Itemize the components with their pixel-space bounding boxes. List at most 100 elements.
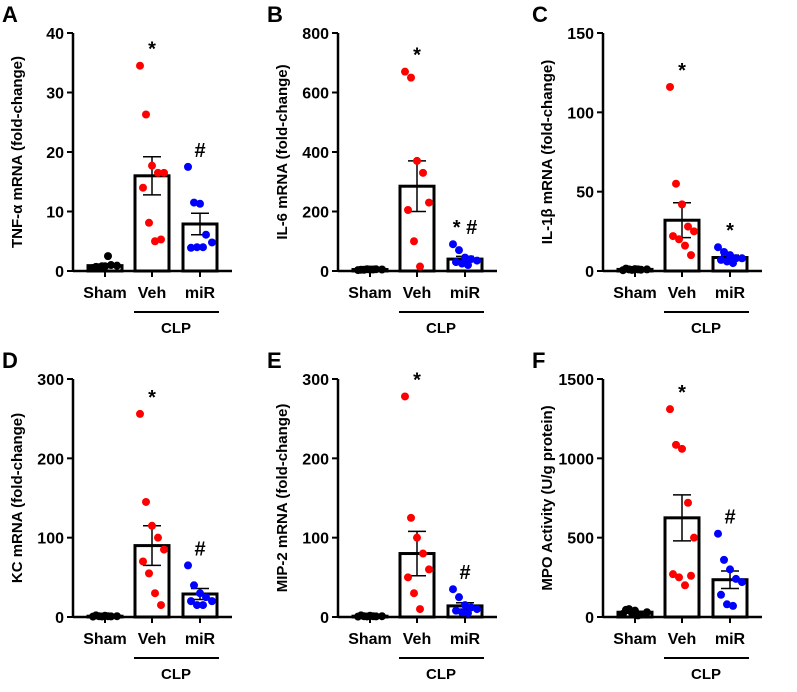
x-tick-label: miR [450,631,481,648]
x-tick-label: Sham [83,631,127,648]
data-point [148,521,156,530]
significance-mark: * # [453,217,477,239]
data-point [675,235,683,244]
data-point [407,513,415,522]
data-point [622,605,630,614]
x-tick-label: miR [185,631,216,648]
significance-mark: * [413,45,421,67]
data-point [378,265,386,274]
data-point [672,440,680,449]
data-point [419,168,427,177]
x-tick-label: miR [450,285,481,302]
data-point [363,612,371,621]
x-tick-label: Veh [138,285,166,302]
data-point [419,549,427,558]
data-point [690,533,698,542]
y-tick-label: 100 [567,105,594,122]
y-axis-label: TNF-α mRNA (fold-change) [9,56,26,248]
data-point [410,589,418,598]
data-point [145,569,153,578]
y-tick-label: 30 [46,86,64,103]
data-point [160,545,168,554]
data-point [416,262,424,271]
panel-letter: A [2,2,18,27]
y-tick-label: 0 [585,610,594,627]
y-tick-label: 40 [46,26,64,43]
y-tick-label: 800 [302,26,329,43]
data-point [113,261,121,270]
data-point [151,589,159,598]
data-point [729,259,737,268]
data-point [136,409,144,418]
data-point [723,600,731,609]
y-tick-label: 20 [46,145,64,162]
data-point [193,601,201,610]
data-point [732,574,740,583]
x-tick-label: Sham [613,631,657,648]
data-point [669,232,677,241]
data-point [404,573,412,582]
data-point [202,230,210,239]
data-point [363,265,371,274]
data-point [157,235,165,244]
data-point [720,247,728,256]
data-point [407,73,415,82]
data-point [190,198,198,207]
data-point [723,257,731,266]
x-tick-label: miR [185,285,216,302]
data-point [410,237,418,246]
data-point [145,218,153,227]
data-point [142,110,150,119]
y-tick-label: 1000 [558,451,594,468]
panel-C: C IL-1β mRNA (fold-change) 0 50 100 150 Sham Ve… [532,2,762,337]
data-point [142,497,150,506]
data-point [199,601,207,610]
group-label: CLP [691,666,721,683]
group-label: CLP [426,666,456,683]
x-tick-label: Veh [138,631,166,648]
panel-D: D KC mRNA (fold-change) 0 100 200 300 Sham Veh *… [2,348,232,683]
x-tick-label: Veh [668,631,696,648]
y-tick-label: 1500 [558,372,594,389]
data-point [208,597,216,606]
data-point [473,605,481,614]
significance-mark: # [194,538,205,560]
data-point [154,533,162,542]
data-point [104,612,112,621]
panel-E: E MIP-2 mRNA (fold-change) 0 100 200 300 Sham V… [267,348,497,683]
y-tick-label: 600 [302,86,329,103]
group-label: CLP [161,320,191,337]
data-point [425,198,433,207]
significance-mark: # [194,140,205,162]
data-point [416,605,424,614]
panel-B: B IL-6 mRNA (fold-change) 0 200 400 600 800 Sha… [267,2,497,337]
data-point [455,246,463,255]
panel-letter: E [267,348,282,373]
data-point [678,200,686,209]
panel-letter: C [532,2,548,27]
y-tick-label: 10 [46,205,64,222]
significance-mark: * [413,369,421,391]
data-point [401,392,409,401]
significance-mark: * [148,39,156,61]
data-point [136,61,144,70]
data-point [634,265,642,274]
y-tick-label: 0 [320,264,329,281]
data-point [160,168,168,177]
significance-mark: # [459,562,470,584]
x-tick-label: Veh [403,631,431,648]
data-point [717,255,725,264]
data-point [148,161,156,170]
data-point [425,565,433,574]
data-point [196,199,204,208]
data-point [455,593,463,602]
data-point [464,609,472,618]
data-point [738,578,746,587]
data-point [184,162,192,171]
data-point [726,565,734,574]
y-tick-label: 50 [576,185,594,202]
data-point [199,243,207,252]
data-point [357,611,365,620]
data-point [467,255,475,264]
y-tick-label: 200 [302,451,329,468]
